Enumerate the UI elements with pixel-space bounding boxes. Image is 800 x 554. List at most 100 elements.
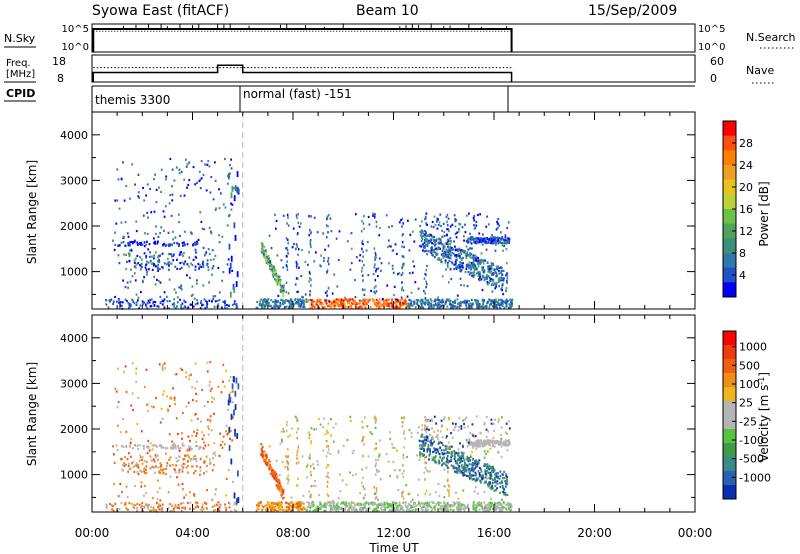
data-cell (488, 476, 491, 480)
data-cell (150, 459, 153, 462)
data-cell (344, 507, 346, 511)
data-cell (218, 454, 221, 457)
data-cell (450, 246, 453, 250)
data-cell (396, 449, 398, 452)
data-cell (209, 380, 211, 384)
data-cell (447, 281, 450, 284)
data-cell (153, 263, 156, 266)
data-cell (330, 506, 333, 509)
data-cell (463, 464, 466, 467)
data-cell (455, 266, 458, 269)
data-cell (172, 387, 174, 390)
data-cell (300, 295, 303, 298)
data-cell (374, 213, 376, 216)
data-cell (296, 301, 299, 304)
data-cell (182, 458, 185, 461)
data-cell (143, 506, 146, 509)
data-cell (128, 302, 131, 306)
data-cell (155, 188, 158, 191)
data-cell (186, 243, 189, 246)
data-cell (422, 440, 425, 443)
data-cell (303, 302, 305, 305)
data-cell (266, 255, 268, 259)
data-cell (493, 469, 496, 472)
data-cell (328, 300, 331, 303)
data-cell (154, 444, 157, 447)
data-cell (157, 466, 160, 469)
data-cell (346, 240, 349, 243)
data-cell (153, 460, 156, 463)
data-cell (194, 362, 197, 365)
data-cell (455, 218, 458, 222)
data-cell (390, 506, 393, 509)
data-cell (150, 505, 153, 509)
data-cell (470, 463, 473, 466)
data-cell (473, 215, 476, 218)
data-cell (147, 216, 149, 219)
data-cell (461, 460, 464, 463)
data-cell (384, 303, 387, 306)
data-cell (400, 218, 402, 222)
data-cell (458, 254, 461, 258)
data-cell (456, 462, 458, 465)
data-cell (127, 242, 129, 245)
data-cell (441, 253, 444, 257)
data-cell (381, 299, 384, 302)
data-cell (374, 291, 376, 295)
data-cell (497, 242, 500, 245)
data-cell (112, 239, 114, 242)
data-cell (169, 193, 172, 197)
data-cell (454, 260, 457, 263)
data-cell (277, 278, 280, 281)
data-cell (383, 300, 386, 303)
data-cell (374, 256, 376, 259)
data-cell (161, 368, 164, 371)
data-cell (282, 302, 285, 305)
data-cell (180, 284, 183, 287)
data-cell (200, 159, 203, 163)
data-cell (395, 304, 398, 307)
data-cell (126, 260, 128, 263)
data-cell (208, 165, 211, 168)
data-cell (196, 279, 198, 282)
data-cell (222, 271, 225, 274)
data-cell (195, 440, 198, 443)
data-cell (456, 294, 459, 297)
data-cell (391, 501, 394, 504)
data-cell (456, 298, 459, 301)
data-cell (194, 457, 197, 461)
data-cell (477, 213, 479, 217)
data-cell (391, 504, 393, 507)
data-cell (297, 290, 300, 293)
data-cell (437, 296, 439, 299)
data-cell (449, 246, 452, 249)
data-cell (207, 160, 210, 163)
data-cell (470, 298, 473, 301)
data-cell (310, 427, 313, 430)
data-cell (362, 509, 365, 512)
data-cell (500, 416, 503, 419)
data-cell (482, 300, 485, 303)
data-cell (262, 303, 265, 306)
data-cell (383, 306, 385, 309)
data-cell (391, 264, 394, 267)
data-cell (461, 503, 464, 506)
data-cell (408, 306, 411, 309)
data-cell (180, 510, 183, 513)
data-cell (466, 264, 468, 267)
data-cell (505, 481, 507, 484)
data-cell (185, 405, 188, 408)
colorbar-segment (723, 253, 736, 269)
data-cell (356, 509, 359, 512)
data-cell (366, 298, 369, 302)
data-cell (134, 484, 136, 488)
data-cell (228, 213, 231, 216)
data-cell (426, 299, 428, 302)
data-cell (178, 455, 180, 458)
data-cell (412, 503, 415, 506)
data-cell (448, 460, 451, 463)
data-cell (226, 182, 229, 185)
data-cell (381, 503, 384, 506)
data-cell (509, 504, 512, 508)
